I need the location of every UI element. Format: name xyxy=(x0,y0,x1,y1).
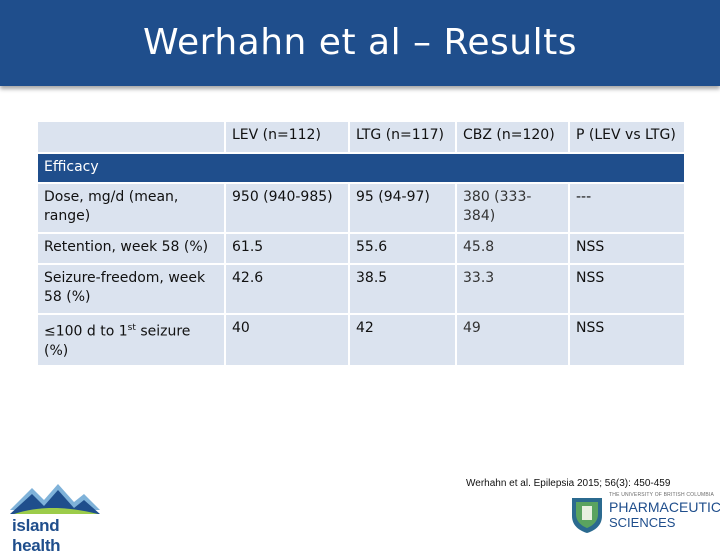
university-label: THE UNIVERSITY OF BRITISH COLUMBIA xyxy=(609,492,715,498)
table-header-row: LEV (n=112) LTG (n=117) CBZ (n=120) P (L… xyxy=(36,120,686,154)
shield-icon xyxy=(572,498,602,533)
row-label-superscript: st xyxy=(127,323,136,333)
row-label-part: ≤100 d to 1 xyxy=(44,323,128,340)
header-cell: LEV (n=112) xyxy=(224,120,350,154)
row-label: Dose, mg/d (mean, range) xyxy=(36,182,226,234)
row-label: Retention, week 58 (%) xyxy=(36,232,226,265)
header-cell: CBZ (n=120) xyxy=(455,120,570,154)
table-cell: NSS xyxy=(568,232,686,265)
sciences-label: SCIENCES xyxy=(609,515,676,530)
citation: Werhahn et al. Epilepsia 2015; 56(3): 45… xyxy=(466,478,671,489)
header-cell: LTG (n=117) xyxy=(348,120,457,154)
table-cell: 42.6 xyxy=(224,263,350,315)
table-cell: 95 (94-97) xyxy=(348,182,457,234)
mountain-icon xyxy=(10,484,100,514)
table-cell: 380 (333-384) xyxy=(455,182,570,234)
header-cell: P (LEV vs LTG) xyxy=(568,120,686,154)
table-cell: 33.3 xyxy=(455,263,570,315)
island-health-wordmark: island health xyxy=(12,516,61,555)
row-label: ≤100 d to 1st seizure (%) xyxy=(36,313,226,367)
island-health-logo: island health xyxy=(8,480,106,555)
table-cell: 38.5 xyxy=(348,263,457,315)
table-cell: NSS xyxy=(568,313,686,367)
table-cell: 42 xyxy=(348,313,457,367)
table-cell: NSS xyxy=(568,263,686,315)
table-row: Dose, mg/d (mean, range) 950 (940-985) 9… xyxy=(36,182,686,234)
section-row: Efficacy xyxy=(36,152,686,184)
table-cell: 49 xyxy=(455,313,570,367)
page-title: Werhahn et al – Results xyxy=(143,22,577,63)
row-label: Seizure-freedom, week 58 (%) xyxy=(36,263,226,315)
pharmaceutical-sciences-logo: THE UNIVERSITY OF BRITISH COLUMBIA PHARM… xyxy=(570,492,720,536)
table-cell: 40 xyxy=(224,313,350,367)
table-cell: 45.8 xyxy=(455,232,570,265)
table-cell: 55.6 xyxy=(348,232,457,265)
pharmaceutical-label: PHARMACEUTICAL xyxy=(609,499,720,515)
table-cell: --- xyxy=(568,182,686,234)
table-cell: 950 (940-985) xyxy=(224,182,350,234)
table-row: Retention, week 58 (%) 61.5 55.6 45.8 NS… xyxy=(36,232,686,265)
section-label: Efficacy xyxy=(36,152,686,184)
row-label-part: seizure (%) xyxy=(44,323,191,359)
title-bar: Werhahn et al – Results xyxy=(0,0,720,86)
table-row: Seizure-freedom, week 58 (%) 42.6 38.5 3… xyxy=(36,263,686,315)
header-cell xyxy=(36,120,226,154)
table-row: ≤100 d to 1st seizure (%) 40 42 49 NSS xyxy=(36,313,686,367)
results-table: LEV (n=112) LTG (n=117) CBZ (n=120) P (L… xyxy=(36,120,686,367)
table-cell: 61.5 xyxy=(224,232,350,265)
